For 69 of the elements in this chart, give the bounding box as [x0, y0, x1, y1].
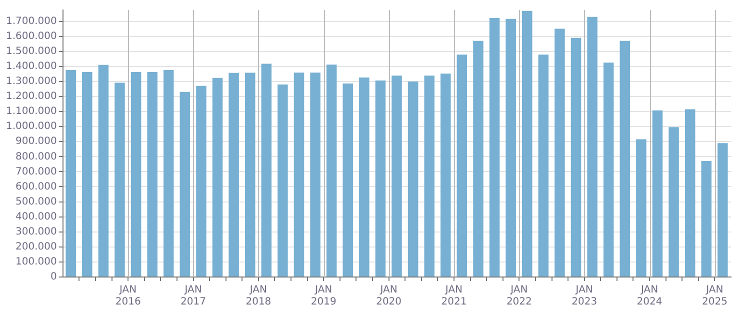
bar	[310, 72, 320, 276]
x-tick-label: JAN 2020	[376, 284, 402, 308]
bar	[652, 110, 663, 276]
y-tick-label: 1.500.000	[6, 46, 57, 57]
y-tick-label: 1.000.000	[6, 121, 57, 132]
y-tick-label: 500.000	[16, 196, 57, 208]
y-tick-label: 1.300.000	[6, 76, 57, 88]
bar	[228, 72, 239, 276]
y-tick-label: 600.000	[16, 181, 57, 192]
bar	[212, 78, 223, 276]
y-tick-label: 1.700.000	[6, 16, 57, 27]
x-tick-label: JAN 2022	[506, 284, 532, 308]
x-tick-label: JAN 2018	[246, 284, 272, 308]
bar	[359, 78, 370, 276]
bar	[82, 72, 92, 276]
bar	[278, 84, 288, 276]
bar	[668, 127, 679, 276]
y-tick-label: 800.000	[16, 151, 57, 162]
bar	[636, 139, 646, 276]
bar	[538, 54, 549, 276]
bar	[196, 86, 206, 276]
bar	[684, 109, 696, 276]
y-tick-label: 1.100.000	[6, 106, 57, 118]
bar	[392, 76, 402, 276]
bar	[489, 18, 500, 276]
bar	[440, 74, 451, 276]
bar	[294, 72, 304, 276]
bar	[98, 64, 109, 276]
y-tick-label: 100.000	[16, 256, 57, 268]
bar	[570, 38, 582, 276]
y-tick-label: 900.000	[16, 136, 57, 148]
bar	[701, 161, 712, 276]
bar	[473, 40, 484, 276]
bar	[456, 54, 468, 276]
bar	[342, 84, 354, 276]
y-tick-label: 200.000	[16, 242, 57, 253]
y-tick-label: 1.200.000	[6, 91, 57, 102]
bar	[244, 72, 256, 276]
x-tick-label: JAN 2025	[702, 284, 728, 308]
y-tick-label: 1.400.000	[6, 61, 57, 72]
bar	[718, 143, 728, 276]
bar	[587, 16, 598, 276]
bar	[522, 10, 532, 276]
bar	[130, 72, 142, 276]
y-tick-label: 1.600.000	[6, 30, 57, 42]
bar	[620, 40, 630, 276]
bar	[114, 82, 125, 276]
y-tick-label: 400.000	[16, 211, 57, 222]
bar	[424, 76, 434, 276]
bar	[554, 28, 565, 276]
bar	[261, 64, 272, 276]
x-tick-label: JAN 2017	[180, 284, 206, 308]
x-tick-label: JAN 2023	[572, 284, 598, 308]
y-tick-label: 0	[50, 272, 57, 283]
bar	[506, 18, 516, 276]
y-tick-label: 700.000	[16, 166, 57, 178]
bar	[147, 72, 158, 276]
x-tick-label: JAN 2024	[636, 284, 662, 308]
bar	[326, 64, 337, 276]
y-tick-label: 300.000	[16, 226, 57, 238]
x-tick-label: JAN 2019	[310, 284, 336, 308]
bar	[66, 70, 76, 276]
bar	[408, 81, 418, 276]
bar	[375, 80, 386, 276]
bar	[603, 62, 614, 276]
x-tick-label: JAN 2021	[441, 284, 467, 308]
bar	[180, 92, 190, 276]
bar	[164, 70, 174, 276]
x-tick-label: JAN 2016	[115, 284, 141, 308]
